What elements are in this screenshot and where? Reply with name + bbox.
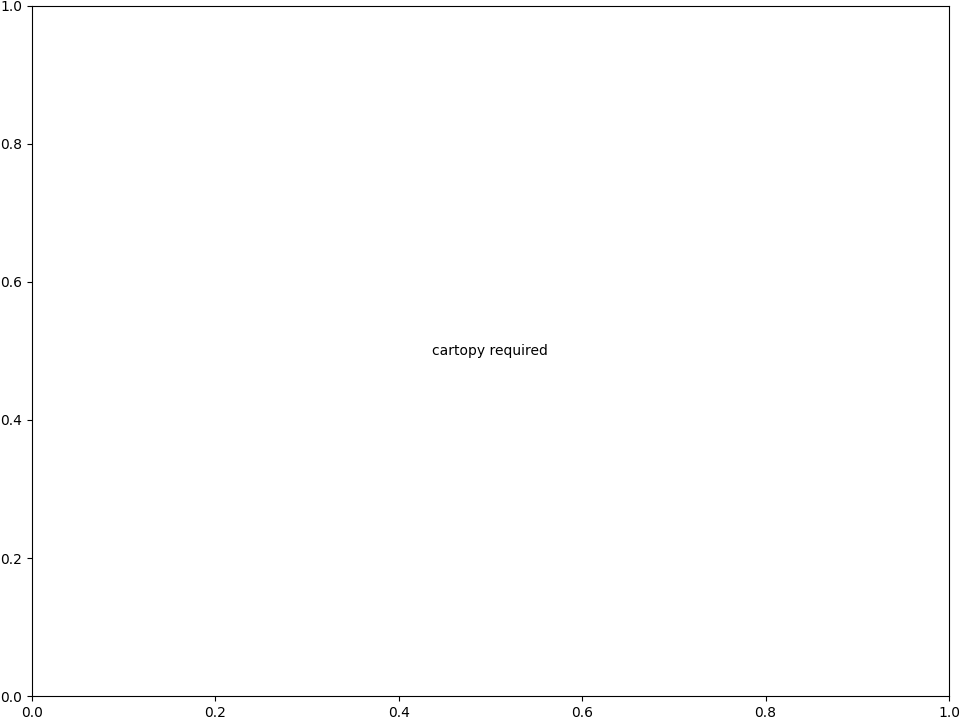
Text: cartopy required: cartopy required [432, 344, 548, 358]
